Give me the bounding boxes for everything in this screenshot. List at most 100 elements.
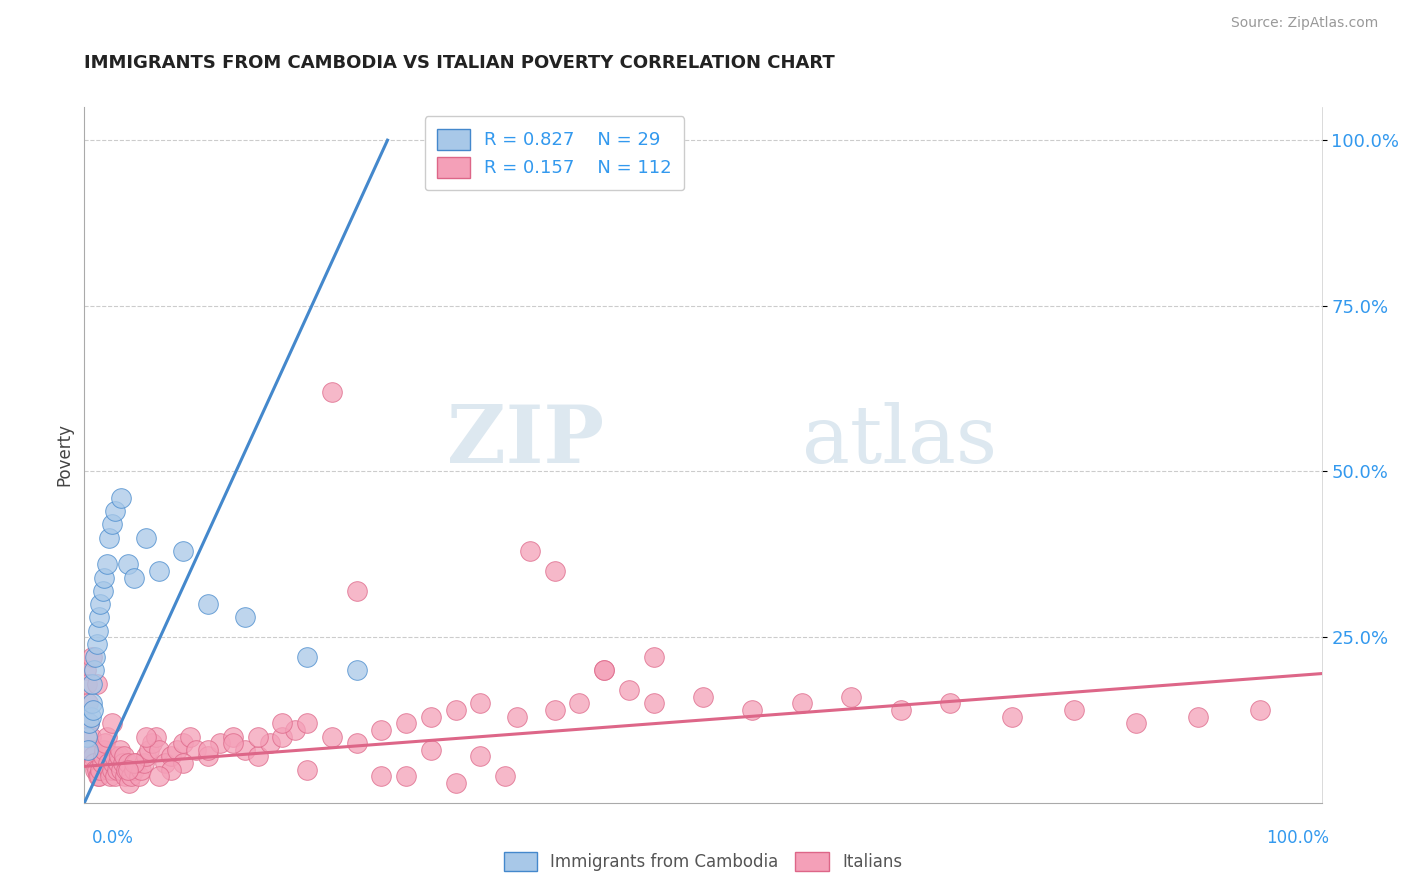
Point	[84, 650, 107, 665]
Point	[86, 676, 108, 690]
Point	[246, 749, 269, 764]
Point	[82, 703, 104, 717]
Point	[166, 743, 188, 757]
Point	[91, 749, 114, 764]
Point	[370, 769, 392, 783]
Point	[543, 703, 565, 717]
Point	[93, 570, 115, 584]
Point	[89, 769, 111, 783]
Point	[153, 756, 176, 770]
Point	[246, 730, 269, 744]
Point	[233, 743, 256, 757]
Point	[568, 697, 591, 711]
Point	[197, 743, 219, 757]
Point	[148, 564, 170, 578]
Point	[395, 716, 418, 731]
Point	[84, 763, 107, 777]
Point	[86, 763, 108, 777]
Point	[107, 756, 129, 770]
Point	[79, 716, 101, 731]
Point	[419, 743, 441, 757]
Point	[90, 756, 112, 770]
Point	[94, 736, 117, 750]
Point	[115, 763, 138, 777]
Point	[80, 697, 103, 711]
Point	[110, 763, 132, 777]
Point	[77, 743, 100, 757]
Point	[643, 697, 665, 711]
Point	[138, 743, 160, 757]
Point	[87, 769, 110, 783]
Point	[122, 763, 145, 777]
Point	[117, 763, 139, 777]
Y-axis label: Poverty: Poverty	[55, 424, 73, 486]
Text: 0.0%: 0.0%	[91, 829, 134, 847]
Point	[295, 650, 318, 665]
Point	[321, 384, 343, 399]
Point	[172, 544, 194, 558]
Point	[593, 663, 616, 677]
Text: ZIP: ZIP	[447, 402, 605, 480]
Point	[80, 743, 103, 757]
Point	[444, 776, 467, 790]
Point	[117, 756, 139, 770]
Point	[97, 756, 120, 770]
Text: Source: ZipAtlas.com: Source: ZipAtlas.com	[1230, 16, 1378, 29]
Point	[98, 531, 121, 545]
Point	[145, 730, 167, 744]
Point	[346, 583, 368, 598]
Point	[120, 769, 142, 783]
Point	[370, 723, 392, 737]
Point	[135, 531, 157, 545]
Text: atlas: atlas	[801, 402, 997, 480]
Point	[135, 749, 157, 764]
Point	[295, 763, 318, 777]
Point	[790, 697, 813, 711]
Point	[148, 743, 170, 757]
Point	[117, 558, 139, 572]
Point	[79, 730, 101, 744]
Point	[643, 650, 665, 665]
Point	[494, 769, 516, 783]
Point	[1187, 709, 1209, 723]
Point	[100, 716, 122, 731]
Point	[87, 624, 110, 638]
Point	[76, 676, 98, 690]
Point	[543, 564, 565, 578]
Point	[135, 730, 157, 744]
Point	[98, 763, 121, 777]
Point	[89, 597, 111, 611]
Point	[1125, 716, 1147, 731]
Point	[395, 769, 418, 783]
Point	[148, 769, 170, 783]
Point	[321, 730, 343, 744]
Legend: R = 0.827    N = 29, R = 0.157    N = 112: R = 0.827 N = 29, R = 0.157 N = 112	[425, 116, 685, 190]
Legend: Immigrants from Cambodia, Italians: Immigrants from Cambodia, Italians	[495, 843, 911, 880]
Point	[128, 769, 150, 783]
Point	[1063, 703, 1085, 717]
Point	[86, 637, 108, 651]
Text: 100.0%: 100.0%	[1265, 829, 1329, 847]
Point	[112, 749, 135, 764]
Point	[1001, 709, 1024, 723]
Point	[197, 597, 219, 611]
Point	[114, 769, 136, 783]
Point	[141, 736, 163, 750]
Point	[1249, 703, 1271, 717]
Point	[259, 736, 281, 750]
Point	[692, 690, 714, 704]
Point	[104, 769, 127, 783]
Point	[617, 683, 640, 698]
Point	[118, 776, 141, 790]
Point	[419, 709, 441, 723]
Point	[444, 703, 467, 717]
Point	[96, 558, 118, 572]
Point	[160, 763, 183, 777]
Point	[91, 583, 114, 598]
Point	[100, 763, 122, 777]
Point	[103, 749, 125, 764]
Point	[77, 697, 100, 711]
Point	[93, 743, 115, 757]
Point	[79, 709, 101, 723]
Point	[101, 756, 124, 770]
